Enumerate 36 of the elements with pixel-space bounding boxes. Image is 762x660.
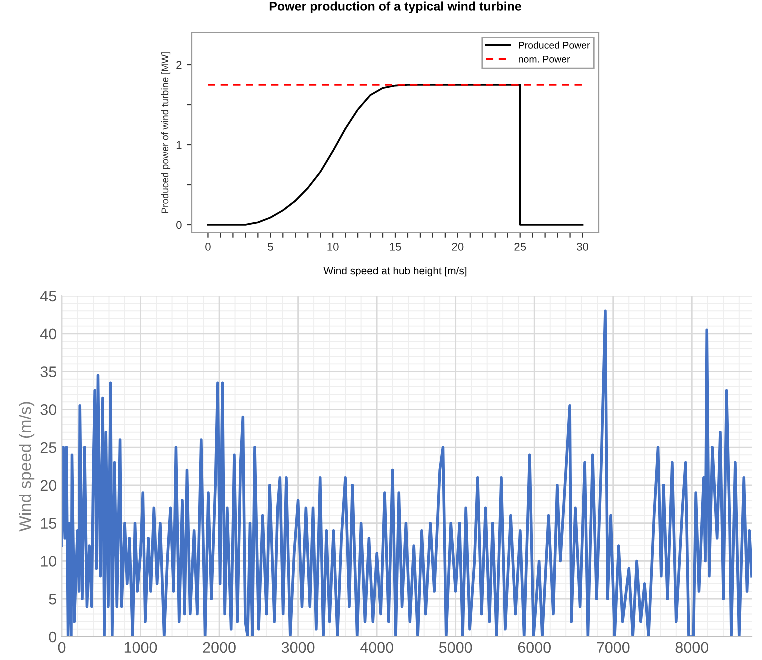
y-tick-label: 20 — [40, 480, 57, 492]
y-axis-title: Produced power of wind turbine [MW] — [161, 52, 171, 214]
y-tick-label: 0 — [49, 632, 57, 643]
x-tick-label: 2000 — [203, 642, 236, 654]
x-tick-label: 8000 — [676, 642, 709, 654]
y-tick-label: 1 — [176, 141, 182, 150]
x-tick-label: 4000 — [360, 642, 394, 654]
x-tick-label: 5 — [268, 243, 274, 251]
x-tick-label: 6000 — [518, 642, 551, 654]
x-tick-label: 7000 — [597, 642, 630, 654]
legend-label: Produced Power — [519, 42, 590, 49]
y-tick-label: 45 — [40, 291, 56, 302]
y-tick-label: 10 — [41, 556, 57, 567]
x-tick-label: 20 — [452, 243, 464, 251]
x-tick-label: 0 — [58, 642, 66, 654]
legend-label: nom. Power — [519, 56, 570, 63]
x-tick-label: 30 — [577, 243, 589, 251]
x-tick-label: 3000 — [282, 642, 315, 654]
x-tick-label: 15 — [390, 243, 402, 251]
y-axis-title: Wind speed (m/s) — [19, 402, 35, 532]
x-tick-label: 1000 — [124, 642, 158, 654]
y-tick-label: 5 — [49, 594, 56, 605]
y-tick-label: 40 — [40, 328, 57, 340]
y-tick-label: 0 — [176, 221, 182, 230]
y-tick-label: 25 — [40, 442, 56, 454]
line-series — [207, 84, 584, 226]
x-tick-label: 10 — [328, 243, 339, 251]
y-tick-label: 35 — [40, 366, 56, 378]
x-tick-label: 5000 — [439, 642, 472, 654]
x-tick-label: 25 — [514, 243, 526, 251]
y-tick-label: 30 — [40, 404, 57, 416]
chart-title: Power production of a typical wind turbine — [270, 2, 522, 14]
x-axis-title: Wind speed at hub height [m/s] — [324, 266, 467, 277]
y-tick-label: 15 — [41, 518, 56, 530]
y-tick-label: 2 — [176, 61, 182, 70]
x-tick-label: 0 — [206, 243, 211, 251]
